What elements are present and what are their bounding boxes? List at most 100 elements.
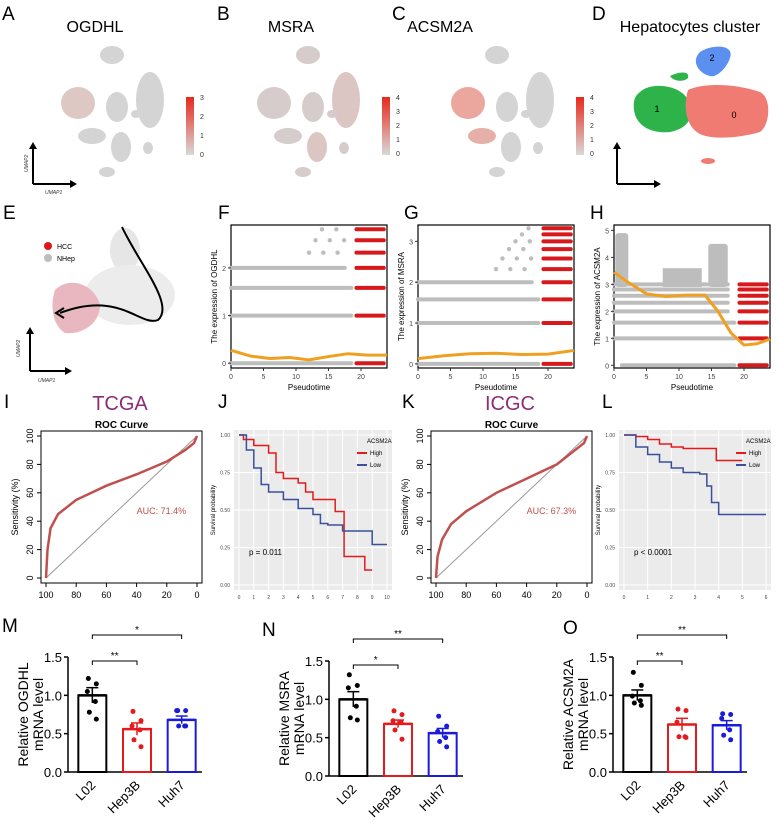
trajectory-path [59, 226, 164, 322]
bar-huh7 [166, 718, 197, 774]
x-tick-label: 6 [326, 595, 329, 600]
roc-curve [434, 435, 589, 579]
y-tick-label: 0 [409, 362, 413, 369]
x-tick-label: 7 [341, 595, 344, 600]
y-tick-label: 3 [409, 239, 413, 246]
panel-letter-l: L [602, 392, 613, 413]
nhep-point [500, 256, 505, 261]
legend-label: Low [749, 463, 761, 469]
y-tick-label: 1.0 [305, 692, 323, 707]
x-tick-label: Hep3B [649, 778, 688, 817]
bar-l02 [622, 694, 653, 773]
y-tick-label: 100 [25, 428, 35, 443]
panel-letter-d: D [592, 4, 606, 25]
nhep-point [335, 250, 340, 255]
nhep-point [521, 246, 526, 252]
bar-huh7 [427, 732, 458, 777]
data-point [637, 698, 643, 704]
data-point [345, 685, 351, 691]
legend-swatch-hcc [44, 242, 52, 250]
x-tick-label: 0 [623, 595, 626, 600]
y-tick-label: 1.0 [44, 688, 62, 703]
colorbar-tick: 3 [200, 95, 204, 102]
umap-panel-a: OGDHL 0 1 2 3 UMAP1 UMAP2 [24, 19, 204, 196]
data-point [728, 712, 734, 717]
cluster-0 [685, 85, 769, 138]
x-tick-label: 15 [325, 374, 333, 381]
pseudotime-scatter-g: 0 5 10 15 20 0 1 2 3 Pseudotime The expression of … [397, 224, 575, 392]
colorbar-tick: 4 [590, 95, 594, 102]
data-point [93, 716, 99, 722]
nhep-point [528, 256, 534, 261]
colorbar-tick: 4 [396, 95, 400, 102]
data-point [676, 734, 682, 740]
cluster-label: 0 [731, 110, 736, 120]
y-tick-label: 1.0 [589, 688, 607, 703]
y-tick-label: 0.0 [589, 765, 607, 780]
data-point [130, 708, 136, 714]
significance-bracket [636, 660, 683, 665]
data-point [437, 739, 443, 744]
y-tick-label: 1.5 [589, 650, 607, 665]
data-point [174, 708, 180, 714]
y-axis-label: mRNA level [575, 678, 591, 751]
y-tick-label: 20 [25, 545, 35, 555]
axis-arrow-icon [29, 142, 77, 188]
km-curve-low [239, 434, 387, 546]
nhep-point [319, 227, 325, 232]
significance-bracket [91, 634, 183, 639]
roc-curve [44, 435, 199, 579]
trend-line [613, 271, 771, 347]
axis-arrow-icon [26, 327, 72, 375]
data-point [346, 672, 352, 678]
significance-label: ** [678, 625, 686, 636]
data-point [391, 708, 397, 714]
colorbar-tick: 2 [396, 123, 400, 130]
km-curve-high [239, 434, 373, 571]
trajectory-panel-e: HCC NHep UMAP2 UMAP1 [16, 226, 175, 384]
data-point [84, 689, 90, 694]
panel-letter-k: K [402, 392, 415, 413]
nhep-point [341, 238, 347, 243]
nhep-point [313, 238, 318, 243]
legend-label: Low [370, 463, 382, 469]
data-point [353, 703, 359, 709]
significance-label: ** [111, 651, 119, 662]
bar-hep3b [383, 722, 413, 778]
data-point [92, 698, 98, 704]
y-tick-label: 1.00 [605, 433, 615, 439]
plot-frame [430, 430, 593, 584]
x-tick-label: 20 [544, 374, 552, 381]
x-tick-label: 0 [238, 595, 241, 600]
y-tick-label: 0.25 [220, 546, 230, 552]
x-tick-label: 10 [292, 374, 300, 381]
umap-title-a: OGDHL [67, 19, 124, 36]
cohort-title-tcga: TCGA [92, 393, 148, 415]
bar-huh7 [711, 724, 742, 774]
nhep-point [514, 256, 519, 261]
umap-title-b: MSRA [268, 19, 315, 36]
nhep-point [493, 266, 499, 272]
roc-title: ROC Curve [485, 420, 539, 431]
umap-row: OGDHL 0 1 2 3 UMAP1 UMAP2 MSRA [24, 19, 769, 196]
pseudotime-row: HCC NHep UMAP2 UMAP1 0 5 10 15 20012Pseudoti… [16, 224, 771, 392]
pseudotime-scatter-h: 0 5 10 15 20 0 1 2 3 4 5 Pseudotime The expression o… [593, 224, 771, 392]
x-tick-label: L02 [618, 778, 644, 804]
colorbar-tick: 3 [396, 109, 400, 116]
trend-line [230, 348, 387, 362]
x-axis-label: Pseudotime [288, 383, 331, 392]
significance-bracket [91, 660, 138, 665]
data-point [390, 718, 396, 724]
panel-letter-f: F [218, 203, 230, 224]
umap-xlabel: UMAP1 [38, 378, 55, 384]
y-axis-label: Relative MSRA [276, 670, 292, 766]
roc-title: ROC Curve [95, 420, 149, 431]
legend-label: High [370, 451, 382, 457]
y-axis-label: Relative OGDHL [15, 662, 31, 766]
y-axis-label: The expression of ACSM2A [593, 247, 602, 346]
x-tick-label: 100 [38, 590, 53, 600]
y-tick-label: 0 [222, 361, 226, 368]
y-tick-label: 60 [25, 488, 35, 498]
